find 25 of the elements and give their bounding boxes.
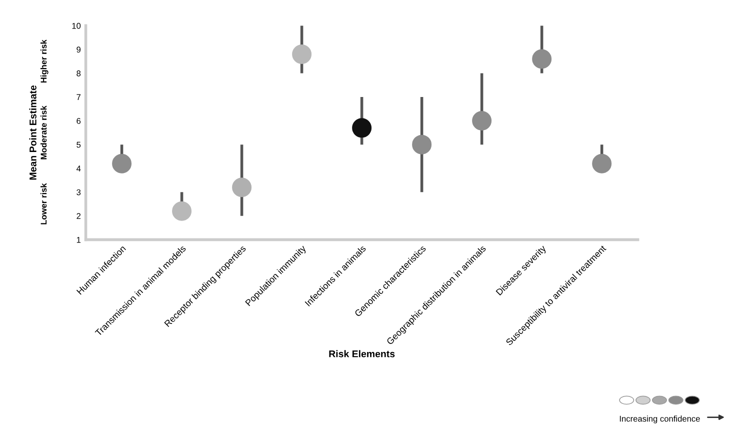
y-tick-label: 6 [76,118,81,124]
point [592,154,612,174]
y-tick-label: 10 [72,22,81,29]
point [232,178,252,198]
x-axis-title: Risk Elements [329,350,395,358]
text: Lower risk [40,183,47,224]
y-tick-label: 2 [76,213,81,219]
text: Increasing confidence [620,416,700,424]
point [172,201,192,221]
y-tick-label: 8 [76,70,81,76]
text: Higher risk [40,40,48,83]
y-tick-label: 4 [76,166,81,172]
y-tick-label: 1 [76,236,81,243]
y-tick-label: 9 [76,46,81,53]
y-axis-title: Mean Point Estimate [29,85,36,180]
y-tick-label: 3 [76,189,81,196]
point [352,118,372,138]
point [112,154,132,174]
point [472,111,492,131]
point [412,134,432,154]
text: Moderate risk [40,106,47,160]
y-tick-label: 7 [76,94,81,100]
point [292,44,312,64]
y-tick-label: 5 [76,142,81,148]
point [532,49,552,69]
